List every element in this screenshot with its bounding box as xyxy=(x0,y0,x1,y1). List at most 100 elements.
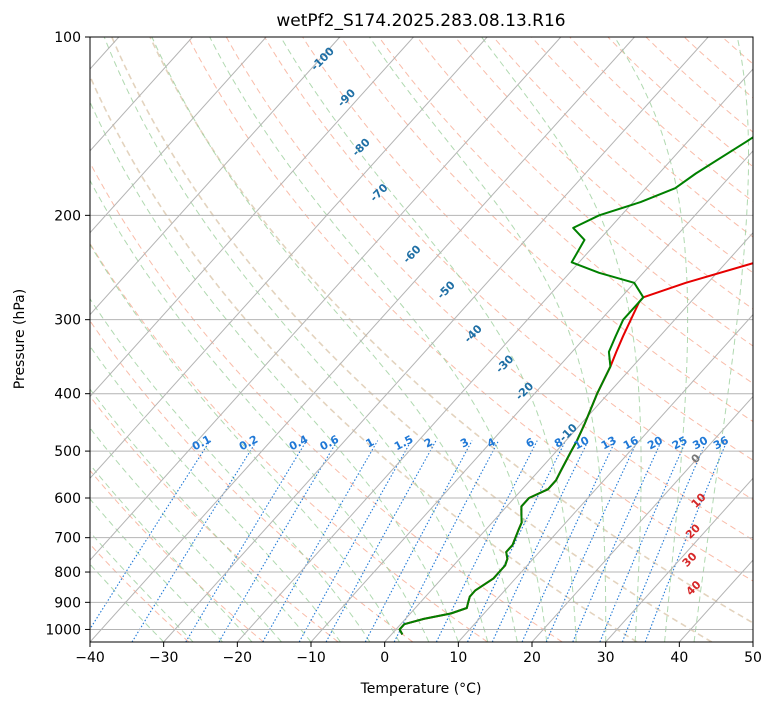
y-tick-label: 600 xyxy=(54,491,81,507)
series-layer xyxy=(398,136,753,635)
mixing-ratio-line xyxy=(621,440,708,642)
mixing-ratio-line xyxy=(90,440,211,630)
isotherm-line xyxy=(90,37,267,234)
isotherm-line xyxy=(384,231,753,642)
x-tick-label: 0 xyxy=(380,650,389,666)
isotherm-line xyxy=(90,37,488,480)
dry-adiabat xyxy=(90,74,638,642)
mixing-ratio-line xyxy=(262,440,379,642)
y-tick-label: 200 xyxy=(54,208,81,224)
chart-title: wetPf2_S174.2025.283.08.13.R16 xyxy=(276,11,565,31)
isotherm-line xyxy=(752,641,753,642)
dry-adiabat xyxy=(454,37,753,310)
moist-adiabat xyxy=(209,37,548,642)
x-axis-label: Temperature (°C) xyxy=(360,681,482,697)
isotherm-line xyxy=(90,37,341,316)
theta-label: 10 xyxy=(689,490,709,510)
y-tick-label: 400 xyxy=(54,387,81,403)
x-tick-label: 10 xyxy=(449,650,467,666)
mixing-ratio-label: 4 xyxy=(485,435,498,450)
mixing-ratio-label: 13 xyxy=(599,434,619,453)
y-tick-label: 800 xyxy=(54,565,81,581)
dry-adiabat xyxy=(761,37,775,642)
theta-e-label: -20 xyxy=(513,379,536,402)
mixing-ratio-label: 25 xyxy=(670,434,690,453)
mixing-ratio-line xyxy=(644,440,728,642)
mixing-ratio-label: 20 xyxy=(645,434,665,453)
dry-adiabat xyxy=(493,37,753,274)
dry-adiabat xyxy=(90,242,488,642)
isotherm-line xyxy=(90,37,635,642)
mixing-ratio-line xyxy=(572,440,663,642)
moist-adiabat xyxy=(90,427,282,642)
moist-adiabat xyxy=(90,388,312,642)
isotherm-line xyxy=(90,37,562,561)
mixing-ratio-label: 10 xyxy=(572,434,592,453)
theta-e-label: -60 xyxy=(400,242,423,265)
y-tick-label: 700 xyxy=(54,531,81,547)
x-tick-label: 30 xyxy=(597,650,615,666)
mixing-ratio-label: 0.1 xyxy=(190,433,213,454)
dry-adiabat xyxy=(149,37,753,624)
y-tick-label: 1000 xyxy=(45,622,81,638)
dry-adiabat xyxy=(90,469,264,642)
x-tick-label: −30 xyxy=(149,650,179,666)
theta-e-label: -80 xyxy=(350,135,373,158)
dry-adiabat xyxy=(683,37,753,99)
dry-adiabat xyxy=(111,37,713,642)
isotherm-line xyxy=(90,37,414,398)
line-labels: 0.1 0.2 0.4 0.6 1 1.5 2 3 4 6 8 10 13 16 20 25 30 36-100-… xyxy=(190,44,731,598)
dry-adiabat xyxy=(531,37,753,238)
moist-adiabat xyxy=(90,463,253,642)
moist-adiabat xyxy=(103,37,489,642)
mixing-ratio-label: 3 xyxy=(458,435,471,450)
dry-adiabat xyxy=(90,395,339,642)
y-tick-label: 500 xyxy=(54,444,81,460)
dry-adiabat xyxy=(90,161,563,642)
mixing-ratio-line xyxy=(393,440,500,642)
dry-adiabat xyxy=(225,37,753,541)
dry-adiabat xyxy=(645,37,753,133)
dewpoint-line xyxy=(398,136,753,635)
moist-adiabat xyxy=(614,37,689,642)
dry-adiabat xyxy=(607,37,753,168)
x-tick-label: −40 xyxy=(75,650,105,666)
moist-adiabat xyxy=(90,345,341,642)
mixing-ratio-line xyxy=(599,440,687,642)
x-tick-label: 40 xyxy=(670,650,688,666)
dry-adiabat xyxy=(90,320,414,642)
mixing-ratio-line xyxy=(364,440,473,642)
mixing-ratio-line xyxy=(325,440,437,642)
isotherm-line xyxy=(90,37,193,152)
y-tick-label: 100 xyxy=(54,30,81,46)
dry-adiabat xyxy=(264,37,753,501)
isotherm-line xyxy=(678,559,753,642)
moist-adiabat xyxy=(90,179,430,642)
dry-adiabat xyxy=(340,37,753,423)
y-tick-label: 300 xyxy=(54,313,81,329)
y-axis: 1000 900 800 700 600 500 400 300 200 100 xyxy=(45,30,90,638)
mixing-ratio-label: 6 xyxy=(524,435,537,450)
theta-e-label: -50 xyxy=(435,278,458,301)
x-tick-label: 20 xyxy=(523,650,541,666)
isotherm-line xyxy=(236,68,753,642)
isotherm-line xyxy=(531,395,753,642)
isotherm-line xyxy=(605,477,753,642)
x-axis: −40 −30 −20 −10 0 10 20 30 40 50 xyxy=(75,642,762,666)
moist-adiabat xyxy=(693,37,749,642)
mixing-ratio-label: 1 xyxy=(364,435,377,450)
isotherm-line xyxy=(310,150,753,642)
moist-adiabat xyxy=(90,100,459,642)
moist-adiabat xyxy=(369,37,607,642)
moist-adiabat xyxy=(90,498,223,642)
x-tick-label: −10 xyxy=(296,650,326,666)
dry-adiabat xyxy=(378,37,753,384)
dry-adiabat xyxy=(416,37,753,347)
mixing-ratio-label: 0.4 xyxy=(287,433,311,454)
x-tick-label: −20 xyxy=(223,650,253,666)
mixing-ratio-line xyxy=(521,440,616,642)
moist-adiabat xyxy=(90,297,371,642)
dry-adiabat xyxy=(90,543,190,642)
mixing-ratio-label: 2 xyxy=(422,435,435,450)
